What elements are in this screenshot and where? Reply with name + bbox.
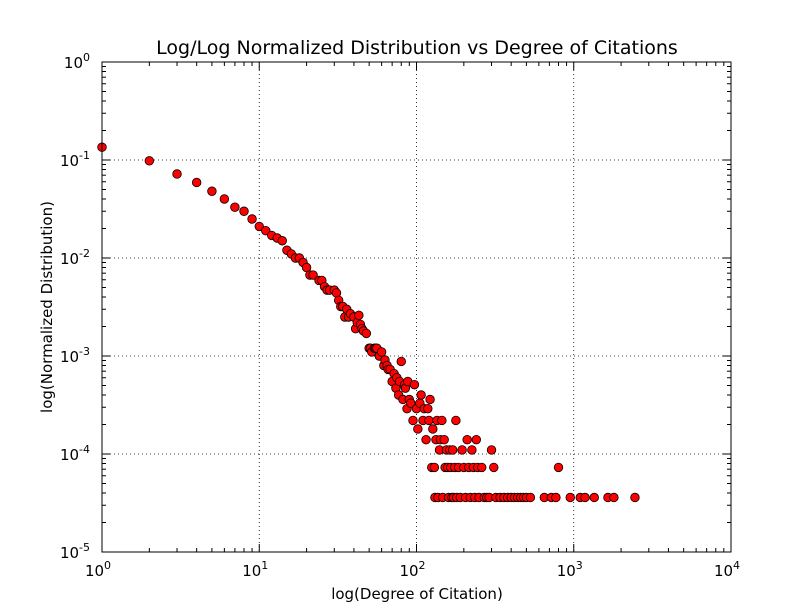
data-point	[551, 492, 561, 503]
data-point	[589, 492, 599, 503]
data-point	[580, 492, 590, 503]
x-tick-labels: 100 101 102 103 104	[85, 559, 740, 580]
x-axis-label: log(Degree of Citation)	[331, 585, 503, 603]
data-point	[467, 445, 477, 455]
data-point	[230, 202, 240, 212]
data-point	[565, 492, 575, 503]
data-point	[451, 415, 461, 426]
data-point	[406, 398, 416, 408]
ticks	[101, 61, 732, 553]
data-point	[553, 462, 564, 473]
data-point	[308, 270, 318, 280]
y-tick-label: 10-5	[60, 541, 90, 562]
data-point	[424, 415, 434, 426]
y-axis-label: log(Normalized Distribution)	[38, 201, 56, 413]
data-point	[361, 328, 372, 339]
y-tick-labels: 10-5 10-4 10-3 10-2 10-1 100	[60, 51, 90, 562]
data-point	[437, 415, 447, 426]
y-tick-label: 10-4	[60, 443, 90, 464]
data-point	[428, 424, 438, 434]
data-point	[376, 347, 387, 357]
y-tick-label: 100	[64, 51, 90, 72]
data-point	[425, 394, 435, 405]
data-point	[471, 434, 481, 445]
chart-title: Log/Log Normalized Distribution vs Degre…	[156, 37, 678, 59]
data-point	[219, 194, 230, 204]
data-points	[97, 142, 640, 503]
data-point	[462, 434, 472, 445]
data-point	[630, 492, 640, 503]
data-point	[477, 462, 487, 473]
data-point	[254, 221, 264, 232]
data-point	[421, 434, 431, 445]
data-point	[439, 434, 449, 445]
data-point	[409, 379, 420, 390]
data-point	[525, 492, 536, 503]
x-tick-label: 101	[242, 559, 268, 580]
x-tick-label: 100	[85, 559, 111, 580]
data-point	[423, 403, 433, 414]
data-point	[239, 206, 249, 216]
x-tick-label: 103	[557, 559, 583, 580]
x-tick-label: 104	[714, 559, 740, 580]
data-point	[277, 236, 287, 246]
data-point	[609, 492, 619, 503]
data-point	[408, 415, 418, 426]
x-tick-label: 102	[399, 559, 425, 580]
data-point	[396, 356, 406, 367]
y-tick-label: 10-1	[60, 149, 90, 170]
data-point	[429, 462, 440, 473]
data-point	[144, 156, 155, 166]
y-tick-label: 10-2	[60, 247, 90, 268]
data-point	[457, 445, 467, 455]
data-point	[207, 186, 217, 196]
data-point	[413, 424, 423, 434]
data-point	[489, 462, 499, 473]
data-point	[354, 310, 364, 321]
data-point	[172, 169, 182, 179]
data-point	[247, 214, 257, 224]
grid	[102, 62, 731, 552]
data-point	[191, 177, 202, 188]
data-point	[486, 445, 497, 455]
data-point	[448, 445, 458, 455]
data-point	[416, 390, 426, 400]
y-tick-label: 10-3	[60, 345, 90, 366]
